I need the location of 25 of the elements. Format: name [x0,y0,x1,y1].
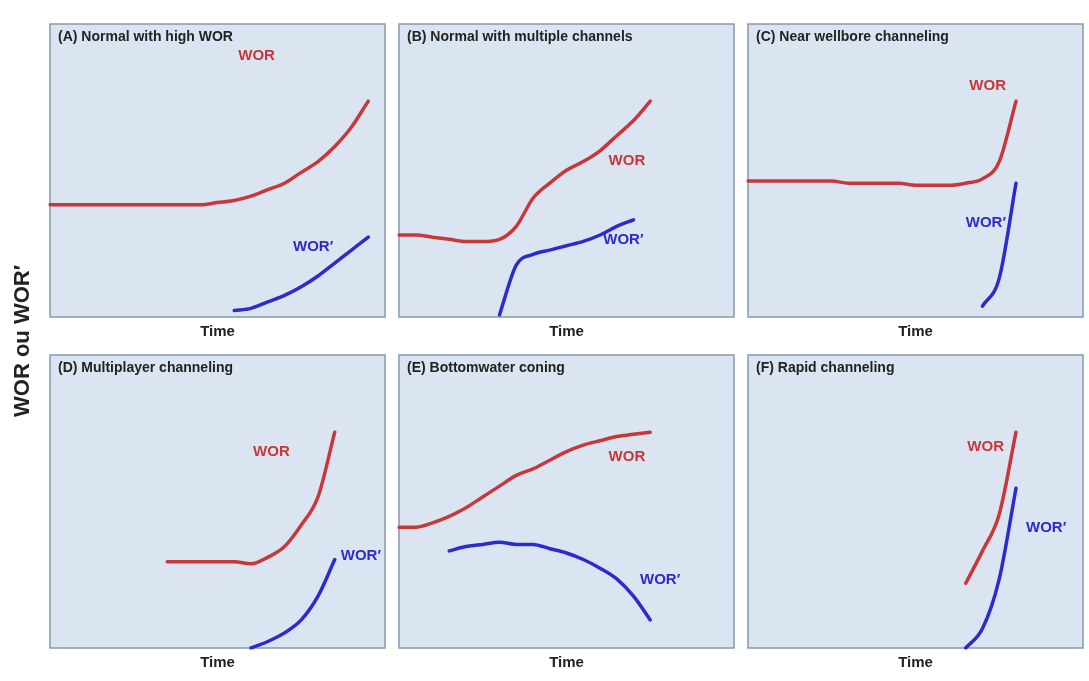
y-axis-title: WOR ou WOR′ [9,264,35,417]
x-axis-title: Time [549,653,584,671]
chart-title: (D) Multiplayer channeling [58,358,234,375]
series-label: WOR′ [965,213,1007,231]
chart-title: (B) Normal with multiple channels [407,27,633,44]
x-axis-title: Time [898,653,933,671]
series-label: WOR′ [292,237,334,255]
x-axis-title: Time [898,322,933,340]
chart-title: (C) Near wellbore channeling [756,27,949,44]
chart-title: (E) Bottomwater coning [407,358,565,375]
series-label: WOR [608,447,646,465]
series-label: WOR [967,437,1005,455]
series-label: WOR [608,151,646,169]
series-label: WOR′ [639,570,681,588]
x-axis-title: Time [549,322,584,340]
text: WOR [253,442,290,460]
series-label: WOR′ [603,230,644,248]
series-label: WOR′ [1026,518,1067,536]
series-label: WOR′ [340,545,382,563]
x-axis-title: Time [200,653,235,671]
chart-title: (A) Normal with high WOR [58,27,233,44]
x-axis-title: Time [200,322,235,340]
text: WOR [238,46,276,64]
chart-title: (F) Rapid channeling [756,358,895,375]
series-label: WOR [969,76,1007,94]
